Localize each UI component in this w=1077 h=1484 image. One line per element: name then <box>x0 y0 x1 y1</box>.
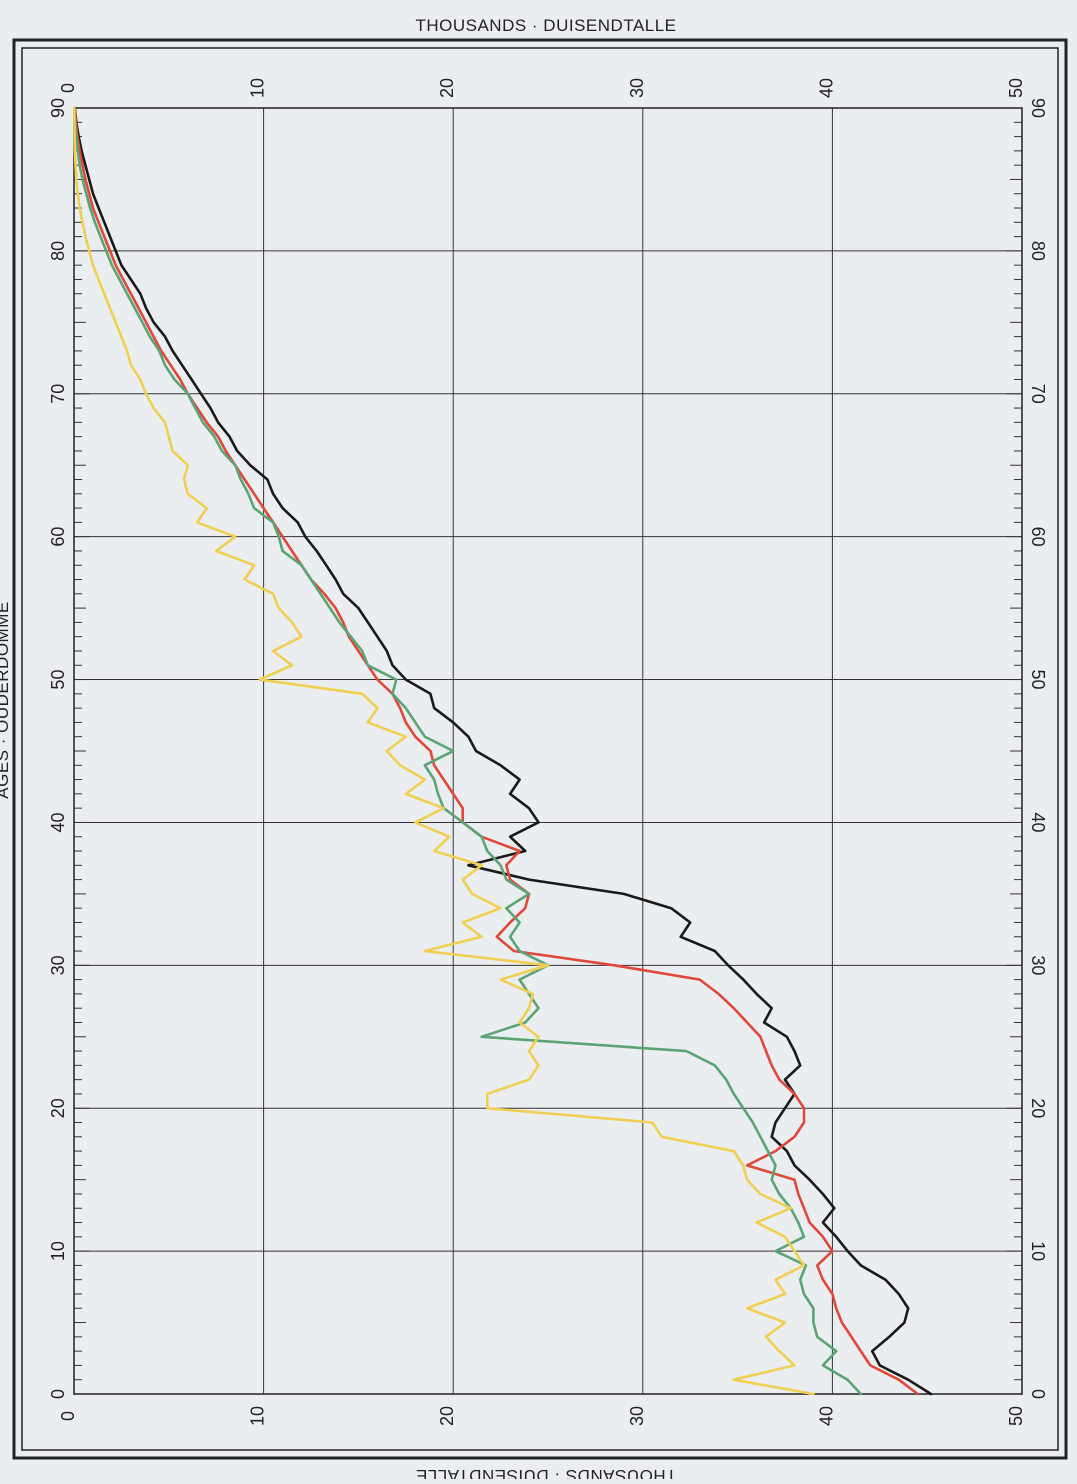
age-label-right-50: 50 <box>1028 670 1048 690</box>
series-group <box>72 106 933 1396</box>
age-label-left-60: 60 <box>48 527 68 547</box>
series-line-3 <box>73 106 863 1396</box>
thousands-label-bottom-30: 30 <box>627 1406 647 1426</box>
inner-frame <box>21 47 1059 1451</box>
age-label-left-90: 90 <box>48 98 68 118</box>
thousands-label-top-40: 40 <box>816 78 836 98</box>
thousands-label-bottom-0: 0 <box>58 1411 78 1421</box>
thousands-label-top-20: 20 <box>437 78 457 98</box>
thousands-label-bottom-40: 40 <box>816 1406 836 1426</box>
bottom-axis-title: THOUSANDS · DUISENDTALLE <box>415 1466 676 1479</box>
top-axis-title: THOUSANDS · DUISENDTALLE <box>415 16 676 35</box>
age-axis-ticks <box>74 107 1022 1395</box>
age-label-right-30: 30 <box>1028 955 1048 975</box>
series-line-2 <box>73 106 920 1396</box>
thousands-label-top-0: 0 <box>58 83 78 93</box>
age-label-right-80: 80 <box>1028 241 1048 261</box>
age-label-left-40: 40 <box>48 812 68 832</box>
tick-label-group: 0 0 10 10 20 20 30 30 40 40 50 50 60 60 70 70 80 80 90 90 0 0… <box>48 78 1048 1426</box>
outer-frame <box>12 38 1068 1460</box>
age-label-right-70: 70 <box>1028 384 1048 404</box>
thousands-label-bottom-10: 10 <box>248 1406 268 1426</box>
age-label-left-10: 10 <box>48 1241 68 1261</box>
age-label-right-20: 20 <box>1028 1098 1048 1118</box>
age-label-left-70: 70 <box>48 384 68 404</box>
thousands-label-top-30: 30 <box>627 78 647 98</box>
age-label-right-60: 60 <box>1028 527 1048 547</box>
side-axis-title: AGES · OUDERDOMME <box>0 601 12 798</box>
age-label-left-0: 0 <box>48 1389 68 1399</box>
age-label-right-10: 10 <box>1028 1241 1048 1261</box>
age-label-left-30: 30 <box>48 955 68 975</box>
age-label-left-80: 80 <box>48 241 68 261</box>
age-label-right-40: 40 <box>1028 812 1048 832</box>
thousands-label-bottom-20: 20 <box>437 1406 457 1426</box>
age-label-left-20: 20 <box>48 1098 68 1118</box>
age-label-right-90: 90 <box>1028 98 1048 118</box>
thousands-label-top-50: 50 <box>1006 78 1026 98</box>
age-label-left-50: 50 <box>48 670 68 690</box>
thousands-label-top-10: 10 <box>248 78 268 98</box>
age-label-right-0: 0 <box>1028 1389 1048 1399</box>
series-line-1 <box>73 106 933 1396</box>
series-line-4 <box>72 106 815 1396</box>
thousands-label-bottom-50: 50 <box>1006 1406 1026 1426</box>
